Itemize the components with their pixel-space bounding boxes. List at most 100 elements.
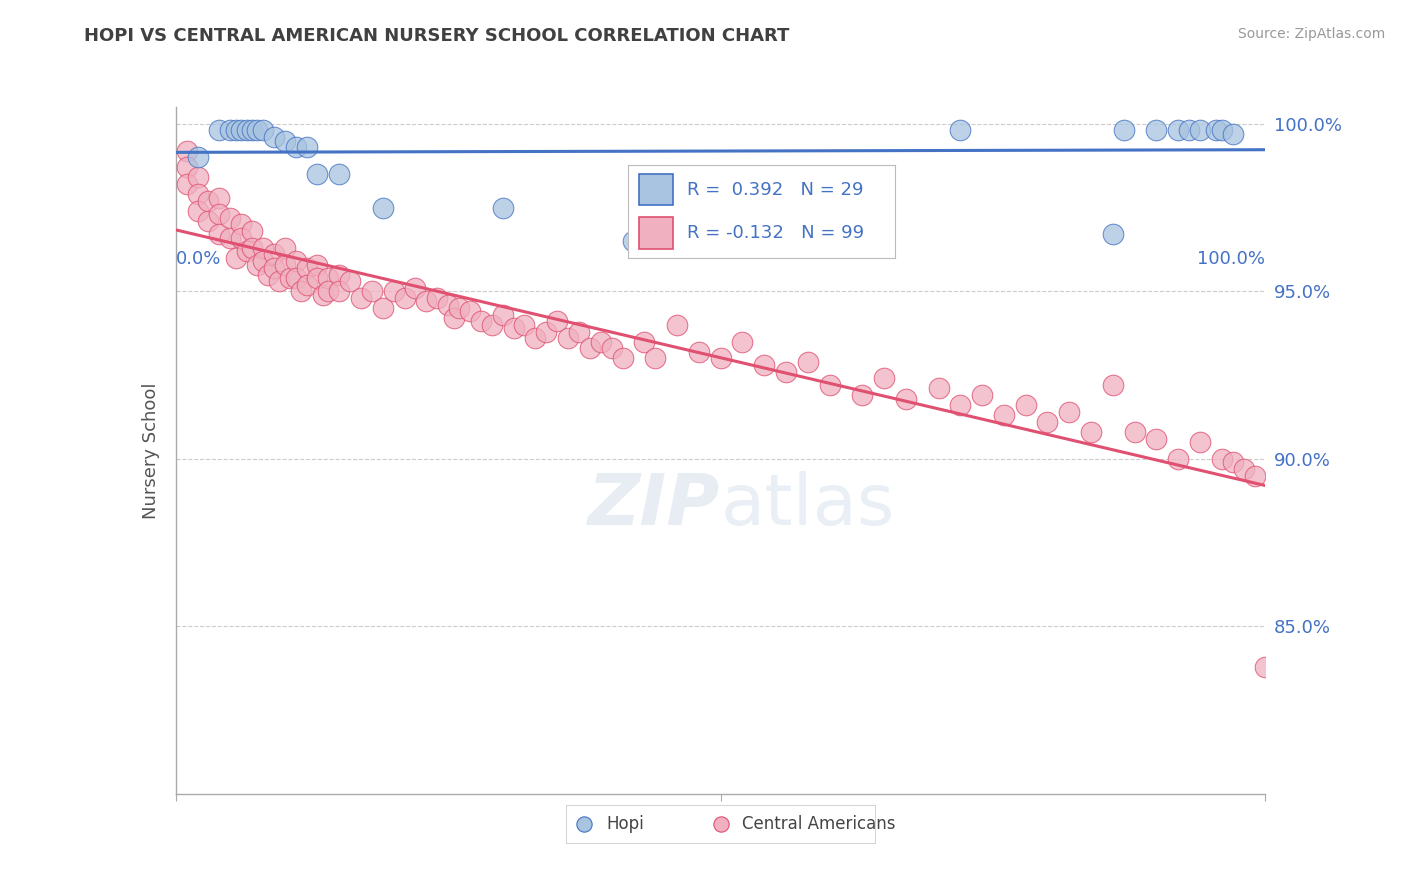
Point bbox=[688, 344, 710, 359]
Point bbox=[579, 341, 602, 355]
Point bbox=[970, 388, 993, 402]
Point bbox=[600, 341, 623, 355]
Point bbox=[219, 211, 242, 225]
Point bbox=[644, 351, 666, 366]
Point bbox=[208, 207, 231, 221]
Point bbox=[1144, 432, 1167, 446]
Point bbox=[1123, 425, 1146, 439]
Point bbox=[246, 123, 269, 137]
Point bbox=[371, 201, 394, 215]
Point bbox=[318, 285, 340, 299]
Point bbox=[458, 304, 481, 318]
Point bbox=[1057, 405, 1080, 419]
Point bbox=[231, 123, 253, 137]
Point bbox=[873, 371, 896, 385]
Point bbox=[257, 268, 280, 282]
Text: R = -0.132   N = 99: R = -0.132 N = 99 bbox=[686, 224, 863, 242]
Point bbox=[405, 281, 427, 295]
Point bbox=[252, 254, 274, 268]
Point bbox=[274, 241, 297, 255]
Point bbox=[263, 130, 285, 145]
Point bbox=[1189, 435, 1212, 450]
Point bbox=[513, 318, 536, 332]
Point bbox=[754, 358, 776, 372]
Point bbox=[290, 285, 312, 299]
Point bbox=[307, 258, 329, 272]
Point bbox=[1036, 415, 1059, 429]
Point bbox=[274, 134, 297, 148]
Point bbox=[371, 301, 394, 315]
Point bbox=[231, 230, 253, 244]
Point bbox=[307, 271, 329, 285]
Point bbox=[437, 298, 460, 312]
Point bbox=[621, 234, 644, 248]
Text: Source: ZipAtlas.com: Source: ZipAtlas.com bbox=[1237, 27, 1385, 41]
Point bbox=[524, 331, 547, 345]
Point bbox=[1211, 123, 1233, 137]
Point bbox=[252, 241, 274, 255]
Point bbox=[568, 325, 591, 339]
Point bbox=[274, 258, 297, 272]
Text: R =  0.392   N = 29: R = 0.392 N = 29 bbox=[686, 180, 863, 199]
Point bbox=[252, 123, 274, 137]
Point bbox=[502, 321, 524, 335]
Point bbox=[284, 271, 307, 285]
Point bbox=[589, 334, 612, 349]
Point bbox=[186, 170, 209, 185]
Point bbox=[796, 354, 818, 368]
Point bbox=[235, 123, 257, 137]
Point bbox=[851, 388, 873, 402]
Point bbox=[176, 144, 198, 158]
Point bbox=[176, 177, 198, 191]
Point bbox=[949, 123, 972, 137]
Point bbox=[225, 251, 247, 265]
Point bbox=[1167, 451, 1189, 466]
Y-axis label: Nursery School: Nursery School bbox=[142, 382, 160, 519]
Point bbox=[1232, 462, 1256, 476]
Point bbox=[612, 351, 634, 366]
Point bbox=[894, 392, 917, 406]
Point bbox=[1211, 451, 1233, 466]
Point bbox=[240, 123, 263, 137]
Point bbox=[775, 190, 797, 204]
Point bbox=[284, 254, 307, 268]
Point bbox=[534, 325, 557, 339]
Point bbox=[775, 365, 797, 379]
Text: Central Americans: Central Americans bbox=[742, 815, 896, 833]
Text: ZIP: ZIP bbox=[588, 471, 721, 540]
Point bbox=[246, 258, 269, 272]
Text: 100.0%: 100.0% bbox=[1198, 250, 1265, 268]
Point bbox=[219, 123, 242, 137]
Point bbox=[263, 260, 285, 275]
Point bbox=[339, 274, 361, 288]
Point bbox=[360, 285, 382, 299]
Point bbox=[240, 241, 263, 255]
Point bbox=[666, 318, 689, 332]
Point bbox=[231, 217, 253, 231]
Point bbox=[208, 123, 231, 137]
Point bbox=[197, 214, 219, 228]
Point bbox=[208, 227, 231, 242]
Point bbox=[1189, 123, 1212, 137]
Point bbox=[186, 150, 209, 164]
Point bbox=[818, 378, 841, 392]
Point bbox=[284, 140, 307, 154]
Point bbox=[350, 291, 373, 305]
Point bbox=[394, 291, 416, 305]
Point bbox=[269, 274, 291, 288]
Point bbox=[382, 285, 405, 299]
Point bbox=[328, 285, 350, 299]
Point bbox=[1015, 398, 1038, 412]
Point bbox=[328, 268, 350, 282]
Bar bbox=[638, 174, 673, 205]
Bar bbox=[638, 218, 673, 249]
Text: HOPI VS CENTRAL AMERICAN NURSERY SCHOOL CORRELATION CHART: HOPI VS CENTRAL AMERICAN NURSERY SCHOOL … bbox=[84, 27, 790, 45]
Point bbox=[219, 230, 242, 244]
Point bbox=[1167, 123, 1189, 137]
Point bbox=[318, 271, 340, 285]
Point bbox=[225, 123, 247, 137]
Point bbox=[1243, 468, 1265, 483]
Point bbox=[295, 140, 318, 154]
Point bbox=[176, 161, 198, 175]
Point bbox=[443, 311, 465, 326]
